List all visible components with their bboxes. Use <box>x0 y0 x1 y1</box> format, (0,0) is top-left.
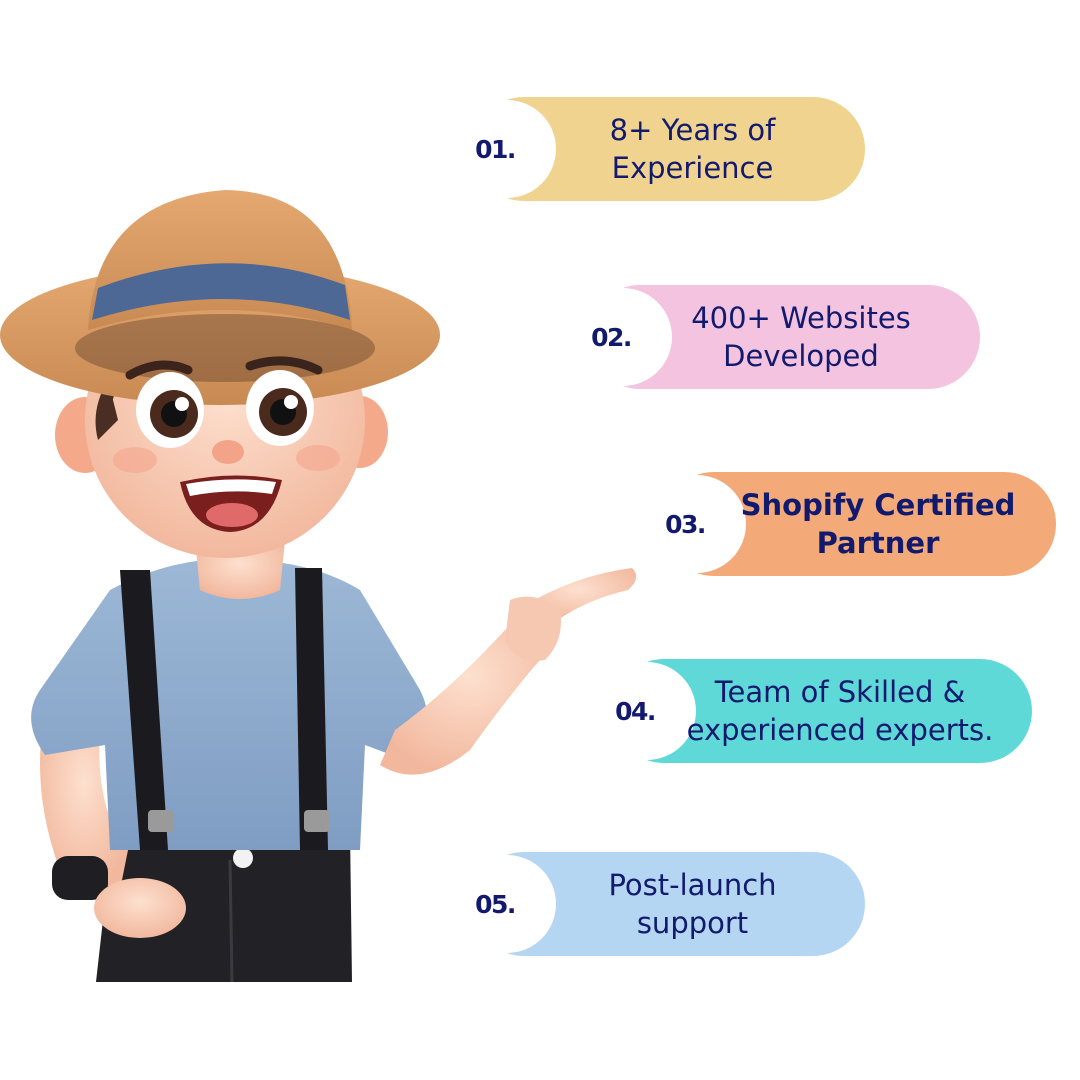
pill-number-cap <box>574 288 672 386</box>
feature-text-line2: support <box>636 906 749 940</box>
feature-text: Team of Skilled & experienced experts. <box>658 659 1022 763</box>
pill-number-cap <box>458 100 556 198</box>
feature-text: 8+ Years of Experience <box>530 97 855 201</box>
feature-text: Shopify Certified Partner <box>710 472 1046 576</box>
pill-number-cap <box>598 662 696 760</box>
feature-number: 03. <box>665 509 706 539</box>
feature-number: 02. <box>591 322 632 352</box>
feature-text: Post-launch support <box>530 852 855 956</box>
feature-text-line1: 8+ Years of <box>609 113 776 147</box>
feature-text: 400+ Websites Developed <box>632 285 970 389</box>
feature-text-line2: Developed <box>723 339 879 373</box>
feature-pill-support: 05. Post-launch support <box>458 852 865 956</box>
feature-number: 01. <box>475 134 516 164</box>
feature-number: 04. <box>615 696 656 726</box>
feature-text-line1: Shopify Certified <box>740 488 1016 522</box>
feature-text-line2: experienced experts. <box>686 713 994 747</box>
feature-pill-websites: 02. 400+ Websites Developed <box>574 285 980 389</box>
feature-text-line1: Team of Skilled & <box>714 675 966 709</box>
feature-text-line1: Post-launch <box>608 868 777 902</box>
pill-number-cap <box>648 475 746 573</box>
feature-pill-shopify-partner: 03. Shopify Certified Partner <box>648 472 1056 576</box>
feature-number: 05. <box>475 889 516 919</box>
pill-number-cap <box>458 855 556 953</box>
feature-text-line1: 400+ Websites <box>691 301 911 335</box>
feature-pill-experience: 01. 8+ Years of Experience <box>458 97 865 201</box>
feature-text-line2: Experience <box>611 151 774 185</box>
feature-text-line2: Partner <box>816 526 940 560</box>
feature-pill-team: 04. Team of Skilled & experienced experts… <box>598 659 1032 763</box>
cartoon-boy-pointing-icon <box>0 190 637 983</box>
